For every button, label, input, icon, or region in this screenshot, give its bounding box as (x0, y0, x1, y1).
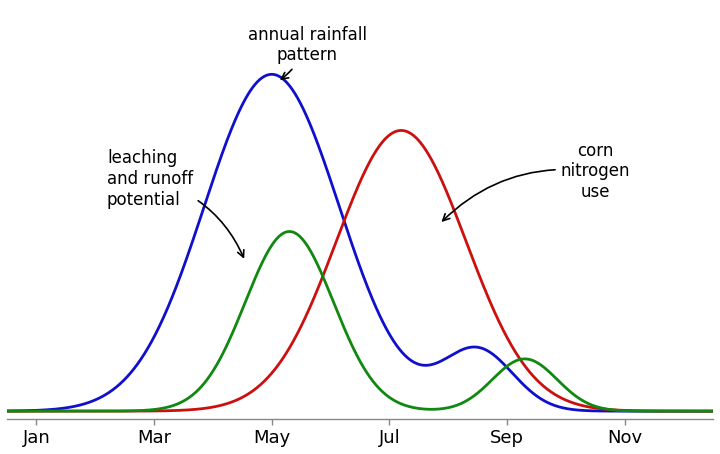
Text: annual rainfall
pattern: annual rainfall pattern (248, 26, 366, 79)
Text: corn
nitrogen
use: corn nitrogen use (443, 142, 630, 221)
Text: leaching
and runoff
potential: leaching and runoff potential (107, 149, 244, 257)
